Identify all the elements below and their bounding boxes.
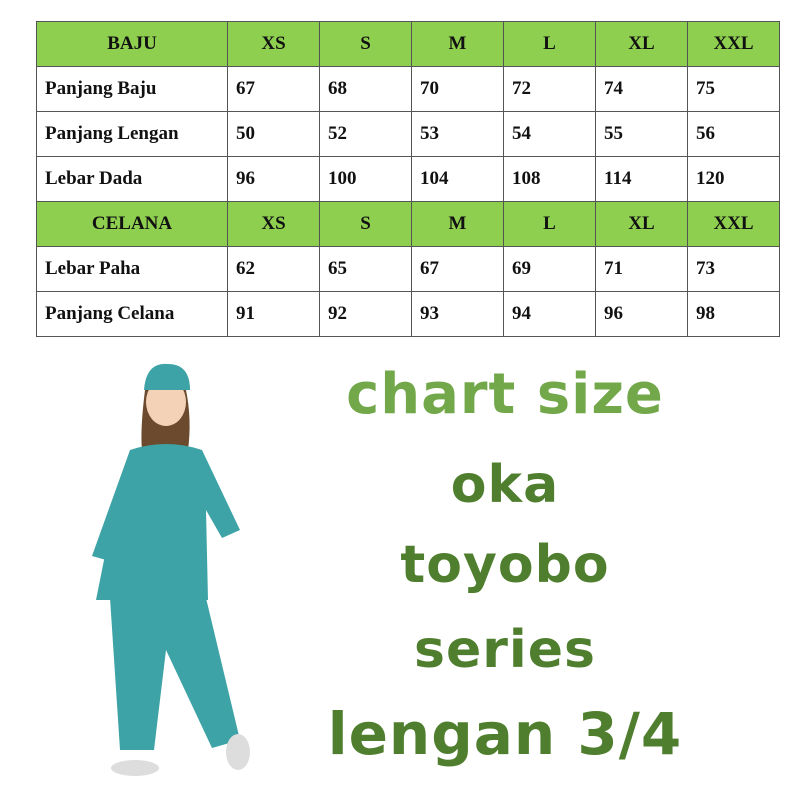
size-value: 91 bbox=[227, 291, 320, 337]
size-value: 98 bbox=[687, 291, 780, 337]
title-line-2: oka bbox=[450, 455, 560, 515]
size-value: 69 bbox=[503, 246, 596, 292]
table-row: Lebar Dada 96 100 104 108 114 120 bbox=[36, 156, 780, 202]
title-line-3: toyobo bbox=[400, 535, 610, 595]
size-value: 52 bbox=[319, 111, 412, 157]
celana-header-cell: XXL bbox=[687, 201, 780, 247]
baju-header-cell: S bbox=[319, 21, 412, 67]
shoe-left bbox=[111, 760, 159, 776]
celana-header-cell: M bbox=[411, 201, 504, 247]
baju-header-cell: XS bbox=[227, 21, 320, 67]
scrub-top bbox=[92, 444, 240, 600]
size-value: 55 bbox=[595, 111, 688, 157]
size-value: 54 bbox=[503, 111, 596, 157]
row-label: Panjang Lengan bbox=[36, 111, 228, 157]
baju-header-cell: L bbox=[503, 21, 596, 67]
celana-header-row: CELANA XS S M L XL XXL bbox=[36, 201, 780, 247]
size-value: 96 bbox=[595, 291, 688, 337]
size-value: 70 bbox=[411, 66, 504, 112]
title-line-1: chart size bbox=[346, 362, 664, 427]
table-row: Lebar Paha 62 65 67 69 71 73 bbox=[36, 246, 780, 292]
size-value: 92 bbox=[319, 291, 412, 337]
size-value: 68 bbox=[319, 66, 412, 112]
celana-header-cell: CELANA bbox=[36, 201, 228, 247]
size-value: 94 bbox=[503, 291, 596, 337]
size-value: 67 bbox=[227, 66, 320, 112]
row-label: Panjang Celana bbox=[36, 291, 228, 337]
size-value: 120 bbox=[687, 156, 780, 202]
table-row: Panjang Celana 91 92 93 94 96 98 bbox=[36, 291, 780, 337]
row-label: Panjang Baju bbox=[36, 66, 228, 112]
size-value: 56 bbox=[687, 111, 780, 157]
size-value: 96 bbox=[227, 156, 320, 202]
size-value: 65 bbox=[319, 246, 412, 292]
size-value: 100 bbox=[319, 156, 412, 202]
celana-header-cell: XS bbox=[227, 201, 320, 247]
size-value: 104 bbox=[411, 156, 504, 202]
scrub-pants bbox=[110, 598, 240, 750]
baju-header-cell: M bbox=[411, 21, 504, 67]
size-value: 75 bbox=[687, 66, 780, 112]
size-value: 93 bbox=[411, 291, 504, 337]
title-line-4: series bbox=[414, 620, 596, 680]
baju-header-row: BAJU XS S M L XL XXL bbox=[36, 21, 780, 67]
size-value: 73 bbox=[687, 246, 780, 292]
size-table: BAJU XS S M L XL XXL Panjang Baju 67 68 70 72 74 75 Pa… bbox=[36, 21, 780, 337]
celana-header-cell: S bbox=[319, 201, 412, 247]
baju-header-cell: BAJU bbox=[36, 21, 228, 67]
size-value: 72 bbox=[503, 66, 596, 112]
model-photo bbox=[92, 363, 250, 776]
size-value: 71 bbox=[595, 246, 688, 292]
row-label: Lebar Dada bbox=[36, 156, 228, 202]
size-value: 74 bbox=[595, 66, 688, 112]
table-row: Panjang Lengan 50 52 53 54 55 56 bbox=[36, 111, 780, 157]
size-value: 53 bbox=[411, 111, 504, 157]
title-line-5: lengan 3/4 bbox=[327, 700, 683, 768]
cap bbox=[144, 363, 190, 390]
size-value: 108 bbox=[503, 156, 596, 202]
size-value: 50 bbox=[227, 111, 320, 157]
row-label: Lebar Paha bbox=[36, 246, 228, 292]
baju-header-cell: XXL bbox=[687, 21, 780, 67]
baju-header-cell: XL bbox=[595, 21, 688, 67]
celana-header-cell: L bbox=[503, 201, 596, 247]
size-value: 114 bbox=[595, 156, 688, 202]
table-row: Panjang Baju 67 68 70 72 74 75 bbox=[36, 66, 780, 112]
celana-header-cell: XL bbox=[595, 201, 688, 247]
shoe-right bbox=[226, 734, 250, 770]
size-value: 67 bbox=[411, 246, 504, 292]
size-value: 62 bbox=[227, 246, 320, 292]
